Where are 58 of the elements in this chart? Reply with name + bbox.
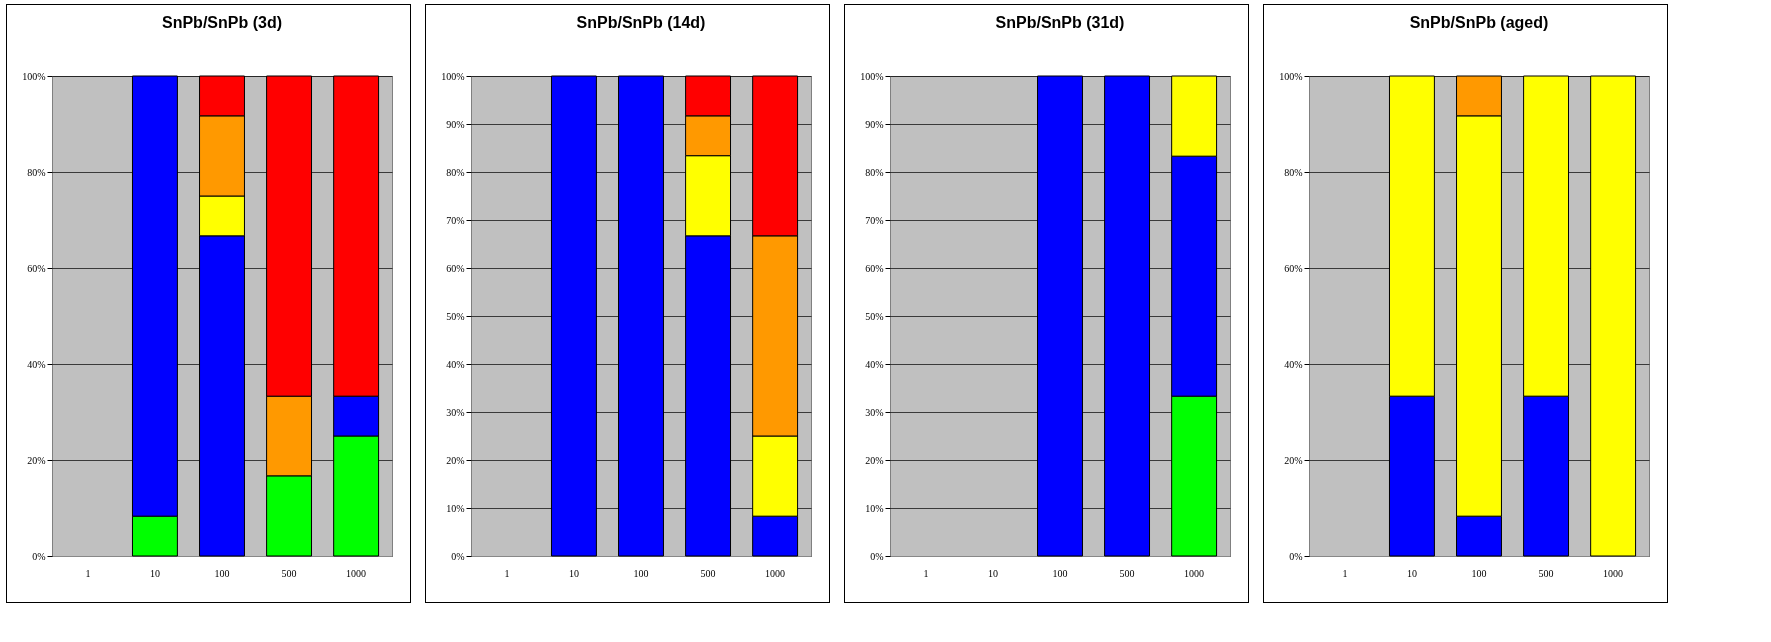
chart-title: SnPb/SnPb (31d)	[995, 14, 1125, 31]
y-tick-label: 60%	[27, 262, 46, 274]
y-tick-label: 0%	[870, 550, 884, 562]
y-tick-label: 40%	[1284, 358, 1303, 370]
x-tick-label: 100	[1052, 567, 1068, 579]
y-tick-label: 0%	[32, 550, 46, 562]
y-tick-label: 60%	[865, 262, 884, 274]
y-tick-label: 20%	[865, 454, 884, 466]
y-tick-label: 40%	[865, 358, 884, 370]
y-tick-label: 80%	[865, 166, 884, 178]
x-tick-label: 500	[1538, 567, 1554, 579]
y-tick-label: 50%	[865, 310, 884, 322]
x-tick-label: 10	[568, 567, 579, 579]
x-tick-label: 1000	[765, 567, 786, 579]
x-tick-label: 100	[633, 567, 649, 579]
y-tick-label: 80%	[27, 166, 46, 178]
x-tick-label: 500	[700, 567, 716, 579]
y-tick-label: 70%	[446, 214, 465, 226]
y-tick-label: 0%	[1289, 550, 1303, 562]
y-tick-label: 70%	[865, 214, 884, 226]
y-tick-label: 90%	[446, 118, 465, 130]
y-tick-label: 100%	[441, 70, 465, 82]
y-tick-label: 20%	[27, 454, 46, 466]
y-tick-label: 30%	[446, 406, 465, 418]
y-tick-label: 40%	[446, 358, 465, 370]
y-tick-label: 60%	[1284, 262, 1303, 274]
y-tick-label: 100%	[860, 70, 884, 82]
y-tick-label: 60%	[446, 262, 465, 274]
y-tick-label: 20%	[1284, 454, 1303, 466]
x-tick-label: 1000	[1603, 567, 1624, 579]
x-tick-label: 1	[1342, 567, 1348, 579]
x-tick-label: 500	[281, 567, 297, 579]
x-tick-label: 100	[1471, 567, 1487, 579]
x-tick-label: 1	[923, 567, 929, 579]
y-tick-label: 90%	[865, 118, 884, 130]
chart-title: SnPb/SnPb (aged)	[1409, 14, 1549, 31]
x-tick-label: 500	[1119, 567, 1135, 579]
y-tick-label: 10%	[446, 502, 465, 514]
x-tick-label: 1	[85, 567, 91, 579]
x-tick-label: 100	[214, 567, 230, 579]
y-tick-label: 30%	[865, 406, 884, 418]
x-tick-label: 10	[987, 567, 998, 579]
chart-title: SnPb/SnPb (3d)	[162, 14, 282, 31]
y-tick-label: 0%	[451, 550, 465, 562]
y-tick-label: 20%	[446, 454, 465, 466]
x-tick-label: 10	[1406, 567, 1417, 579]
y-tick-label: 10%	[865, 502, 884, 514]
y-tick-label: 50%	[446, 310, 465, 322]
x-tick-label: 1000	[1184, 567, 1205, 579]
chart-title: SnPb/SnPb (14d)	[576, 14, 706, 31]
y-tick-label: 100%	[22, 70, 46, 82]
y-tick-label: 80%	[1284, 166, 1303, 178]
y-tick-label: 40%	[27, 358, 46, 370]
x-tick-label: 10	[149, 567, 160, 579]
x-tick-label: 1000	[346, 567, 367, 579]
y-tick-label: 80%	[446, 166, 465, 178]
y-tick-label: 100%	[1279, 70, 1303, 82]
x-tick-label: 1	[504, 567, 510, 579]
